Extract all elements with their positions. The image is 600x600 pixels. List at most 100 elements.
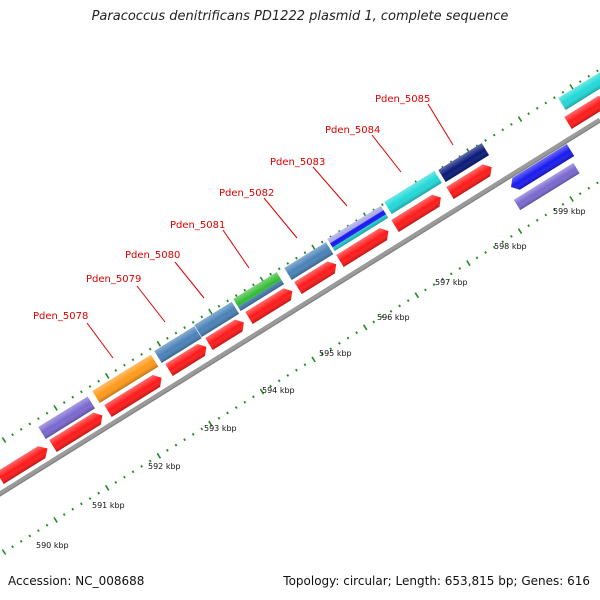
cds-arrow-g xyxy=(294,261,337,294)
outer-tick-35 xyxy=(303,251,307,255)
outer-tick-23 xyxy=(200,315,204,319)
inner-tick-0 xyxy=(1,549,7,555)
inner-tick-track xyxy=(1,181,599,555)
inner-tick-63 xyxy=(544,213,548,217)
outer-tick-28 xyxy=(243,288,247,292)
inner-tick-38 xyxy=(329,347,333,351)
ruler-label-593: 593 kbp xyxy=(204,424,237,433)
inner-tick-19 xyxy=(166,448,169,452)
inner-tick-1 xyxy=(11,545,14,549)
outer-tick-37 xyxy=(320,240,324,244)
feature-orange xyxy=(92,354,159,403)
inner-tick-58 xyxy=(501,240,505,244)
outer-tick-67 xyxy=(578,80,582,83)
colored-feature-track xyxy=(38,71,600,439)
feature-cyan-right xyxy=(558,71,600,110)
outer-tick-58 xyxy=(501,128,505,132)
inner-tick-31 xyxy=(269,384,272,388)
inner-tick-13 xyxy=(114,481,118,484)
inner-tick-65 xyxy=(561,202,565,206)
inner-tick-40 xyxy=(346,336,350,340)
ruler-label-591: 591 kbp xyxy=(92,501,125,510)
feature-steelblue-b xyxy=(194,301,240,337)
outer-tick-69 xyxy=(596,69,599,73)
inner-tick-50 xyxy=(432,283,436,286)
outer-tick-3 xyxy=(28,422,32,426)
outer-tick-1 xyxy=(11,433,14,437)
inner-tick-7 xyxy=(62,513,66,516)
outer-tick-64 xyxy=(553,96,556,100)
inner-tick-9 xyxy=(80,502,83,506)
map-title: Paracoccus denitrificans PD1222 plasmid … xyxy=(91,9,509,24)
feature-navy xyxy=(438,143,490,182)
backbone-line xyxy=(0,117,600,497)
inner-tick-24 xyxy=(208,420,213,427)
inner-tick-33 xyxy=(286,374,290,377)
inner-tick-4 xyxy=(37,529,40,532)
feature-steelblue-c xyxy=(284,242,334,280)
outer-tick-13 xyxy=(114,369,118,372)
outer-tick-60 xyxy=(517,116,523,123)
cds-arrow-i xyxy=(391,194,441,232)
inner-tick-32 xyxy=(277,379,281,383)
ruler-label-597: 597 kbp xyxy=(435,278,468,287)
inner-tick-69 xyxy=(596,181,599,185)
inner-tick-64 xyxy=(553,208,556,212)
gene-label-5078: Pden_5078 xyxy=(33,311,88,322)
inner-tick-36 xyxy=(311,356,316,363)
inner-tick-45 xyxy=(389,309,393,313)
inner-tick-11 xyxy=(97,491,100,495)
outer-tick-68 xyxy=(587,74,591,78)
inner-tick-12 xyxy=(104,484,110,491)
gene-label-5081: Pden_5081 xyxy=(170,220,225,231)
cds-arrow-e xyxy=(205,319,244,350)
outer-tick-7 xyxy=(62,401,66,404)
gene-label-5082: Pden_5082 xyxy=(219,188,274,199)
outer-tick-8 xyxy=(71,395,75,399)
outer-tick-32 xyxy=(277,267,281,271)
inner-tick-21 xyxy=(183,438,186,442)
outer-tick-33 xyxy=(286,262,290,265)
outer-tick-9 xyxy=(80,390,83,394)
outer-tick-66 xyxy=(569,83,574,90)
gene-label-5079: Pden_5079 xyxy=(86,274,141,285)
cds-arrow-k xyxy=(564,95,600,129)
outer-tick-16 xyxy=(140,353,143,356)
inner-tick-23 xyxy=(200,427,204,431)
feature-blue-reverse xyxy=(511,144,575,190)
inner-tick-60 xyxy=(517,228,523,235)
outer-tick-21 xyxy=(183,326,186,330)
cds-arrow-h xyxy=(336,228,389,267)
ruler-label-595: 595 kbp xyxy=(319,349,352,358)
inner-tick-27 xyxy=(234,406,238,409)
outer-tick-15 xyxy=(131,358,135,362)
inner-tick-17 xyxy=(148,459,152,463)
inner-tick-18 xyxy=(156,452,162,459)
outer-tick-63 xyxy=(544,101,548,105)
inner-tick-56 xyxy=(484,251,487,254)
outer-tick-5 xyxy=(45,411,49,415)
cds-arrow-c xyxy=(104,375,162,417)
ruler-label-592: 592 kbp xyxy=(148,462,181,471)
outer-tick-0 xyxy=(1,436,7,444)
inner-tick-3 xyxy=(28,534,32,538)
gene-label-5083: Pden_5083 xyxy=(270,157,325,168)
outer-tick-44 xyxy=(381,203,384,207)
cds-arrow-j xyxy=(446,164,492,199)
inner-tick-35 xyxy=(303,363,307,367)
red-cds-track xyxy=(0,95,600,484)
feature-cyan xyxy=(384,170,442,214)
inner-tick-54 xyxy=(466,260,471,267)
inner-tick-57 xyxy=(492,245,496,249)
inner-tick-43 xyxy=(372,320,376,324)
inner-tick-62 xyxy=(535,218,539,222)
inner-tick-49 xyxy=(424,288,427,292)
outer-tick-4 xyxy=(37,417,40,420)
outer-tick-65 xyxy=(561,90,565,94)
cds-arrow-f xyxy=(245,288,293,324)
outer-tick-27 xyxy=(234,294,238,297)
inner-tick-48 xyxy=(414,292,420,299)
inner-tick-39 xyxy=(338,341,341,345)
feature-purple-reverse xyxy=(513,163,580,211)
